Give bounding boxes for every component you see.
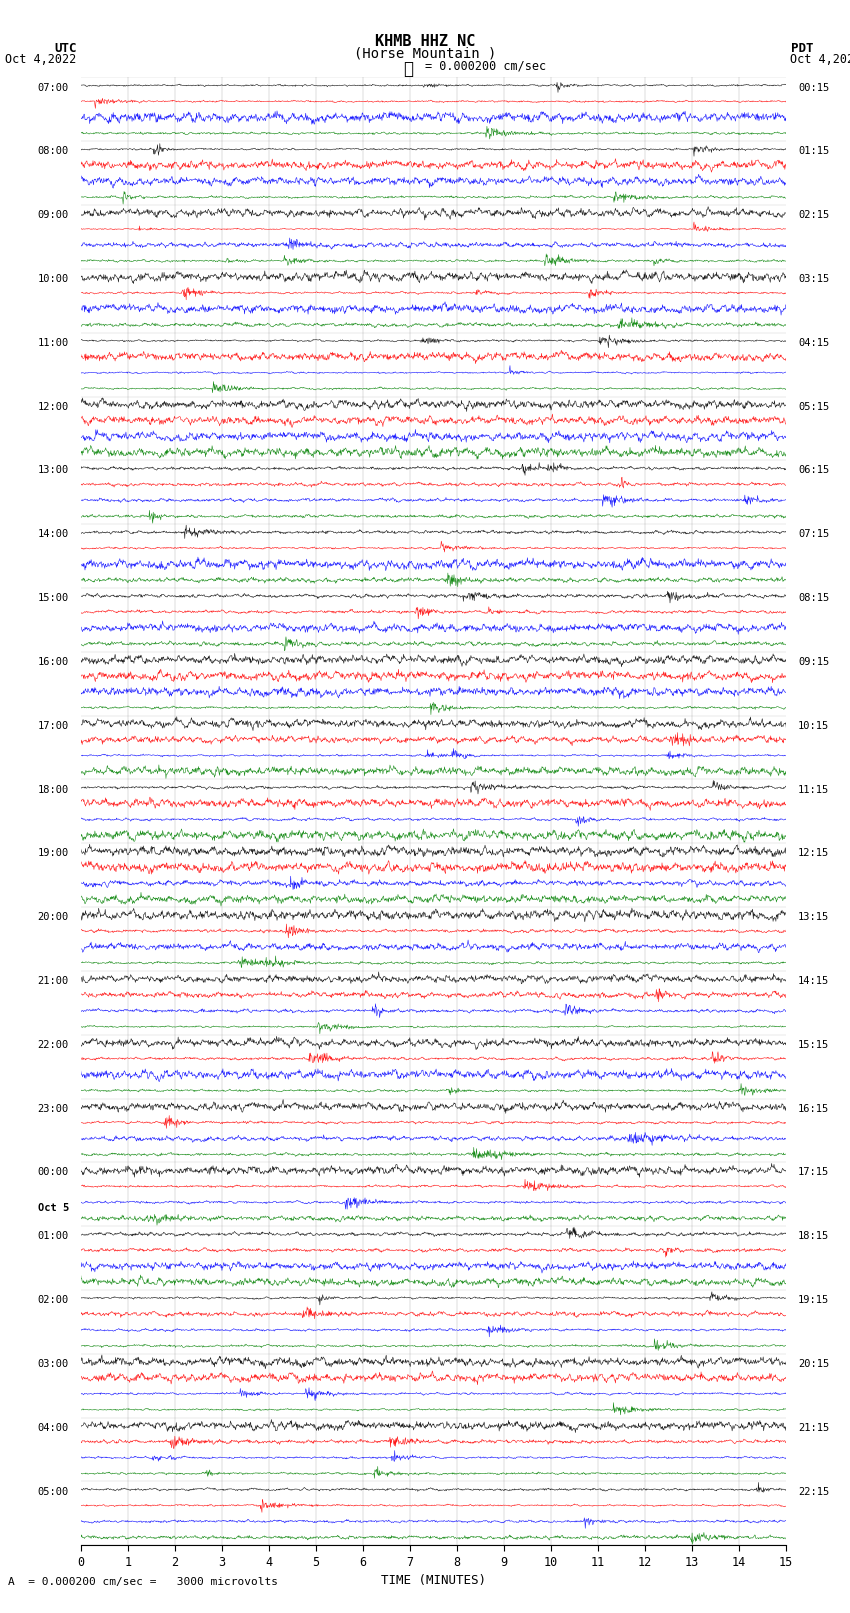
Text: 13:15: 13:15 bbox=[798, 913, 830, 923]
Text: 18:00: 18:00 bbox=[37, 784, 69, 795]
Text: (Horse Mountain ): (Horse Mountain ) bbox=[354, 47, 496, 61]
Text: A  = 0.000200 cm/sec =   3000 microvolts: A = 0.000200 cm/sec = 3000 microvolts bbox=[8, 1578, 279, 1587]
Text: 14:15: 14:15 bbox=[798, 976, 830, 986]
Text: 23:00: 23:00 bbox=[37, 1103, 69, 1113]
Text: 16:15: 16:15 bbox=[798, 1103, 830, 1113]
Text: 04:15: 04:15 bbox=[798, 337, 830, 348]
Text: 00:00: 00:00 bbox=[37, 1168, 69, 1177]
Text: 17:00: 17:00 bbox=[37, 721, 69, 731]
Text: 09:15: 09:15 bbox=[798, 656, 830, 666]
Text: Oct 4,2022: Oct 4,2022 bbox=[790, 53, 850, 66]
Text: 11:00: 11:00 bbox=[37, 337, 69, 348]
Text: = 0.000200 cm/sec: = 0.000200 cm/sec bbox=[425, 60, 546, 73]
Text: 22:00: 22:00 bbox=[37, 1040, 69, 1050]
Text: 21:15: 21:15 bbox=[798, 1423, 830, 1432]
Text: UTC: UTC bbox=[54, 42, 76, 55]
Text: 06:15: 06:15 bbox=[798, 466, 830, 476]
Text: 08:00: 08:00 bbox=[37, 147, 69, 156]
Text: 18:15: 18:15 bbox=[798, 1231, 830, 1242]
Text: 22:15: 22:15 bbox=[798, 1487, 830, 1497]
Text: 08:15: 08:15 bbox=[798, 594, 830, 603]
Text: 10:00: 10:00 bbox=[37, 274, 69, 284]
Text: 15:15: 15:15 bbox=[798, 1040, 830, 1050]
Text: 11:15: 11:15 bbox=[798, 784, 830, 795]
Text: KHMB HHZ NC: KHMB HHZ NC bbox=[375, 34, 475, 48]
Text: 07:15: 07:15 bbox=[798, 529, 830, 539]
Text: 15:00: 15:00 bbox=[37, 594, 69, 603]
Text: 20:15: 20:15 bbox=[798, 1358, 830, 1369]
Text: 02:00: 02:00 bbox=[37, 1295, 69, 1305]
Text: 13:00: 13:00 bbox=[37, 466, 69, 476]
Text: 16:00: 16:00 bbox=[37, 656, 69, 666]
Text: ⏐: ⏐ bbox=[403, 60, 413, 77]
Text: 20:00: 20:00 bbox=[37, 913, 69, 923]
Text: 04:00: 04:00 bbox=[37, 1423, 69, 1432]
Text: 03:00: 03:00 bbox=[37, 1358, 69, 1369]
Text: 03:15: 03:15 bbox=[798, 274, 830, 284]
X-axis label: TIME (MINUTES): TIME (MINUTES) bbox=[381, 1574, 486, 1587]
Text: 00:15: 00:15 bbox=[798, 82, 830, 92]
Text: 01:00: 01:00 bbox=[37, 1231, 69, 1242]
Text: 12:00: 12:00 bbox=[37, 402, 69, 411]
Text: 21:00: 21:00 bbox=[37, 976, 69, 986]
Text: PDT: PDT bbox=[790, 42, 813, 55]
Text: 09:00: 09:00 bbox=[37, 210, 69, 219]
Text: Oct 4,2022: Oct 4,2022 bbox=[5, 53, 76, 66]
Text: Oct 5: Oct 5 bbox=[37, 1203, 69, 1213]
Text: 05:15: 05:15 bbox=[798, 402, 830, 411]
Text: 01:15: 01:15 bbox=[798, 147, 830, 156]
Text: 02:15: 02:15 bbox=[798, 210, 830, 219]
Text: 19:15: 19:15 bbox=[798, 1295, 830, 1305]
Text: 19:00: 19:00 bbox=[37, 848, 69, 858]
Text: 05:00: 05:00 bbox=[37, 1487, 69, 1497]
Text: 10:15: 10:15 bbox=[798, 721, 830, 731]
Text: 17:15: 17:15 bbox=[798, 1168, 830, 1177]
Text: 12:15: 12:15 bbox=[798, 848, 830, 858]
Text: 07:00: 07:00 bbox=[37, 82, 69, 92]
Text: 14:00: 14:00 bbox=[37, 529, 69, 539]
